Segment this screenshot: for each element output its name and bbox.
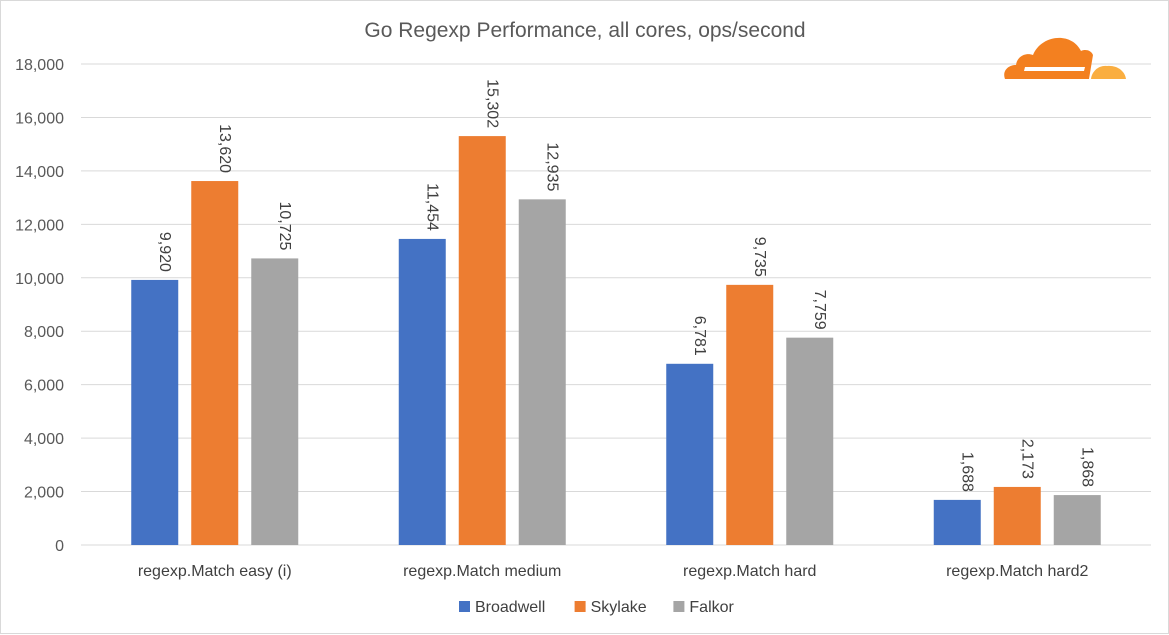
gridlines	[81, 63, 1151, 546]
data-label: 1,868	[1078, 447, 1095, 487]
data-label: 7,759	[811, 290, 828, 330]
x-axis-category-labels: regexp.Match easy (i) regexp.Match medium…	[138, 563, 1089, 580]
legend-label: Skylake	[591, 599, 647, 616]
y-tick-label: 12,000	[15, 217, 64, 234]
bar-broadwell	[398, 238, 446, 546]
y-tick-label: 4,000	[24, 431, 64, 448]
data-label: 12,935	[543, 142, 560, 191]
cloud-stripe	[1024, 67, 1085, 71]
bar-broadwell	[933, 499, 981, 545]
data-labels: 9,920 13,620 10,725 11,454 15,302 12,935 6,781…	[156, 79, 1096, 492]
y-tick-label: 14,000	[15, 164, 64, 181]
bar-falkor	[251, 258, 299, 545]
bar-skylake	[726, 284, 774, 545]
data-label: 2,173	[1018, 439, 1035, 479]
bar-skylake	[993, 486, 1041, 545]
bar-falkor	[1053, 495, 1101, 545]
data-label: 9,735	[751, 237, 768, 277]
legend-label: Broadwell	[475, 599, 545, 616]
category-label: regexp.Match hard2	[946, 563, 1088, 580]
bars	[131, 136, 1101, 546]
y-tick-label: 0	[55, 538, 64, 555]
cloudflare-logo	[1004, 37, 1126, 79]
bar-falkor	[786, 337, 834, 545]
category-label: regexp.Match medium	[403, 563, 561, 580]
y-axis-tick-labels: 0 2,000 4,000 6,000 8,000 10,000 12,000 14,000 1…	[15, 57, 64, 555]
y-tick-label: 6,000	[24, 378, 64, 395]
y-tick-label: 10,000	[15, 271, 64, 288]
bar-falkor	[518, 199, 566, 545]
data-label: 1,688	[958, 452, 975, 492]
legend: Broadwell Skylake Falkor	[459, 599, 735, 616]
data-label: 13,620	[216, 124, 233, 173]
bar-broadwell	[666, 363, 714, 545]
legend-swatch-falkor	[673, 601, 685, 612]
y-tick-label: 16,000	[15, 110, 64, 127]
data-label: 10,725	[276, 201, 293, 250]
data-label: 9,920	[156, 232, 173, 272]
category-label: regexp.Match easy (i)	[138, 563, 292, 580]
legend-label: Falkor	[689, 599, 734, 616]
data-label: 15,302	[483, 79, 500, 128]
y-tick-label: 8,000	[24, 324, 64, 341]
category-label: regexp.Match hard	[683, 563, 816, 580]
y-tick-label: 18,000	[15, 57, 64, 74]
bar-broadwell	[131, 279, 179, 545]
bar-skylake	[458, 136, 506, 545]
cloud-small-shape	[1091, 65, 1126, 79]
data-label: 6,781	[691, 316, 708, 356]
bar-skylake	[191, 181, 239, 545]
y-tick-label: 2,000	[24, 485, 64, 502]
data-label: 11,454	[423, 183, 440, 231]
legend-swatch-skylake	[574, 601, 586, 612]
chart-title: Go Regexp Performance, all cores, ops/se…	[364, 19, 805, 42]
cloud-main-shape	[1004, 37, 1093, 79]
legend-swatch-broadwell	[459, 601, 470, 612]
